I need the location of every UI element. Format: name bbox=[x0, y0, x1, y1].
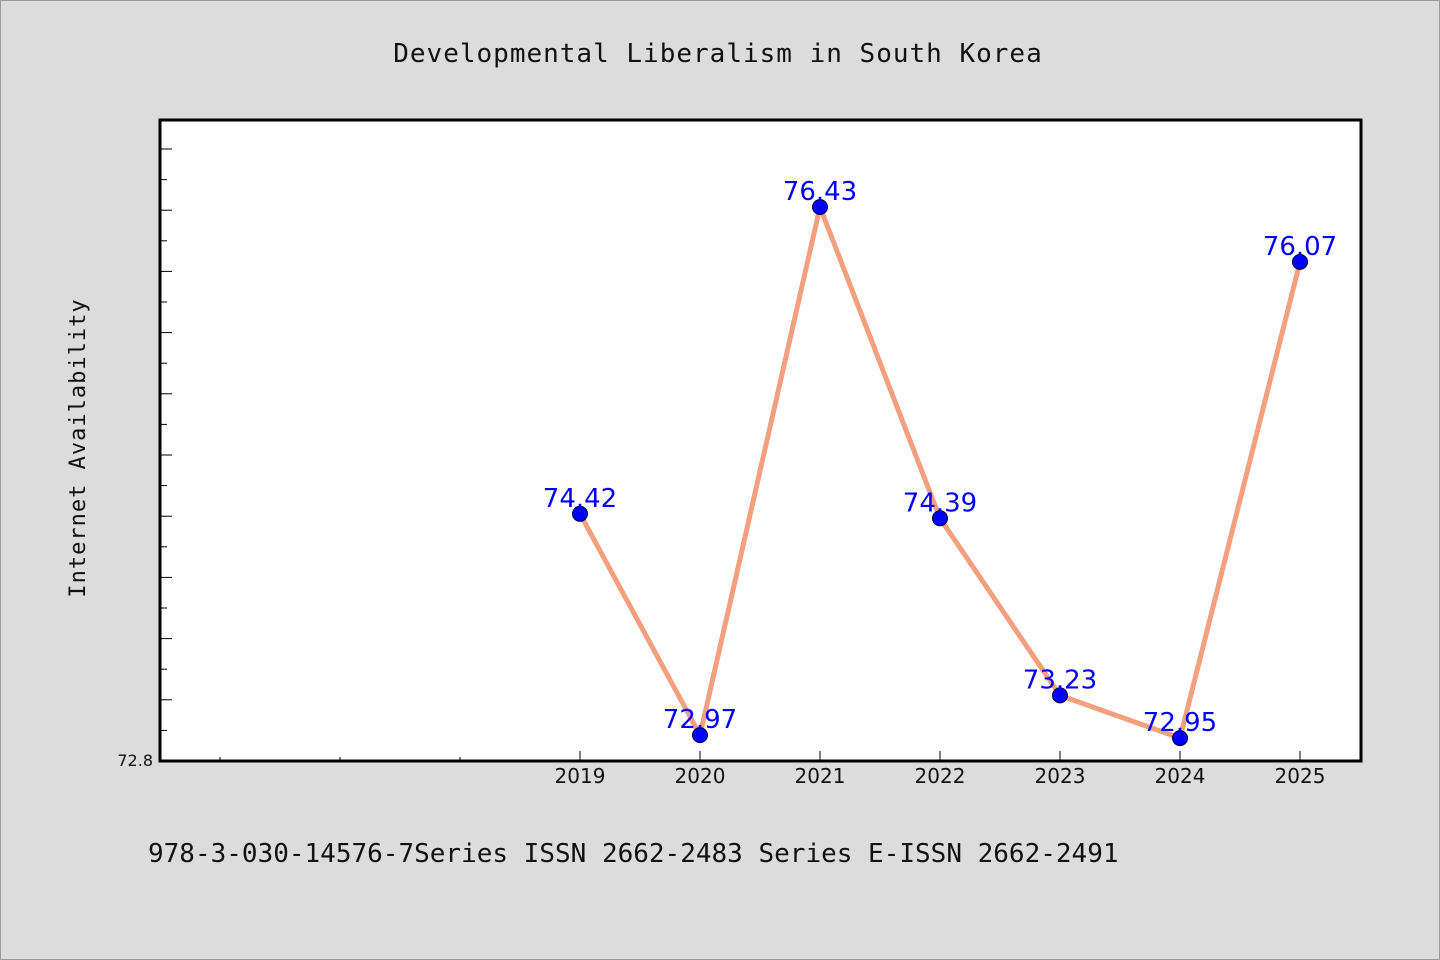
data-label: 76.43 bbox=[783, 177, 857, 207]
x-tick-label: 2022 bbox=[915, 764, 966, 788]
y-axis-ticks bbox=[160, 148, 172, 731]
data-point bbox=[812, 199, 828, 215]
x-axis-tick-labels: 2019 2020 2021 2022 2023 2024 2025 bbox=[555, 764, 1326, 788]
x-tick-label: 2021 bbox=[795, 764, 846, 788]
data-point bbox=[932, 510, 948, 527]
data-point bbox=[1292, 253, 1308, 270]
series-data-labels: 74.42 72.97 76.43 74.39 73.23 72.95 76.07 bbox=[543, 177, 1337, 738]
x-tick-label: 2020 bbox=[675, 764, 726, 788]
y-axis-min-label: 72.8 bbox=[117, 751, 153, 770]
data-label: 74.39 bbox=[903, 488, 977, 518]
plot-area bbox=[158, 118, 1363, 763]
data-label: 73.23 bbox=[1023, 665, 1097, 695]
data-point bbox=[1172, 730, 1188, 747]
footer-isbn-issn: 978-3-030-14576-7Series ISSN 2662-2483 S… bbox=[148, 839, 1119, 869]
data-label: 76.07 bbox=[1263, 232, 1337, 262]
x-tick-label: 2019 bbox=[555, 764, 606, 788]
y-axis-label: Internet Availability bbox=[66, 298, 91, 597]
data-point bbox=[692, 727, 708, 744]
data-label: 74.42 bbox=[543, 484, 617, 514]
data-label: 72.95 bbox=[1143, 708, 1217, 738]
x-tick-label: 2025 bbox=[1275, 764, 1326, 788]
data-point bbox=[572, 505, 588, 522]
series-markers bbox=[572, 199, 1308, 747]
x-tick-label: 2024 bbox=[1155, 764, 1206, 788]
chart-title: Developmental Liberalism in South Korea bbox=[393, 39, 1042, 69]
data-label: 72.97 bbox=[663, 705, 737, 735]
data-point bbox=[1052, 687, 1068, 704]
x-tick-label: 2023 bbox=[1035, 764, 1086, 788]
x-axis-ticks bbox=[219, 751, 1301, 761]
